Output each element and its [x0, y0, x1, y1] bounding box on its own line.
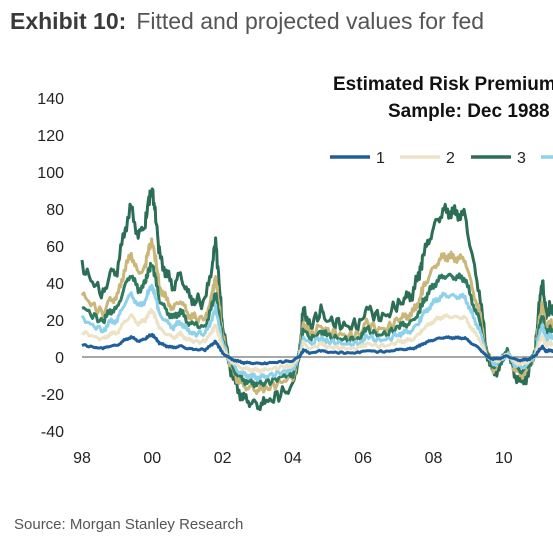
legend-label: 3 [517, 150, 526, 167]
x-tick-label: 02 [214, 450, 232, 467]
legend-label: 1 [376, 150, 385, 167]
x-tick-label: 10 [495, 450, 513, 467]
y-tick-label: -20 [41, 387, 64, 404]
series-line-1 [81, 333, 553, 366]
chart-title-line: Sample: Dec 1988 [388, 101, 550, 122]
x-tick-label: 04 [284, 450, 302, 467]
x-tick-label: 08 [425, 450, 443, 467]
y-tick-label: 100 [37, 165, 64, 182]
exhibit-number: Exhibit 10: [10, 8, 127, 34]
exhibit-title: Fitted and projected values for fed [136, 8, 485, 34]
y-tick-label: -40 [41, 424, 64, 441]
y-tick-label: 120 [37, 128, 64, 145]
series-line-3 [80, 187, 553, 412]
x-tick-label: 06 [354, 450, 372, 467]
x-tick-label: 98 [73, 450, 91, 467]
exhibit-header: Exhibit 10: Fitted and projected values f… [10, 6, 553, 36]
source-note: Source: Morgan Stanley Research [14, 516, 244, 533]
y-tick-label: 40 [46, 276, 64, 293]
chart-title-line: Estimated Risk Premium [333, 74, 553, 95]
y-tick-label: 20 [46, 313, 64, 330]
y-tick-label: 0 [55, 350, 64, 367]
legend-label: 2 [446, 150, 455, 167]
x-tick-label: 00 [143, 450, 161, 467]
y-tick-label: 80 [46, 202, 64, 219]
y-tick-label: 140 [37, 91, 64, 108]
y-tick-label: 60 [46, 239, 64, 256]
